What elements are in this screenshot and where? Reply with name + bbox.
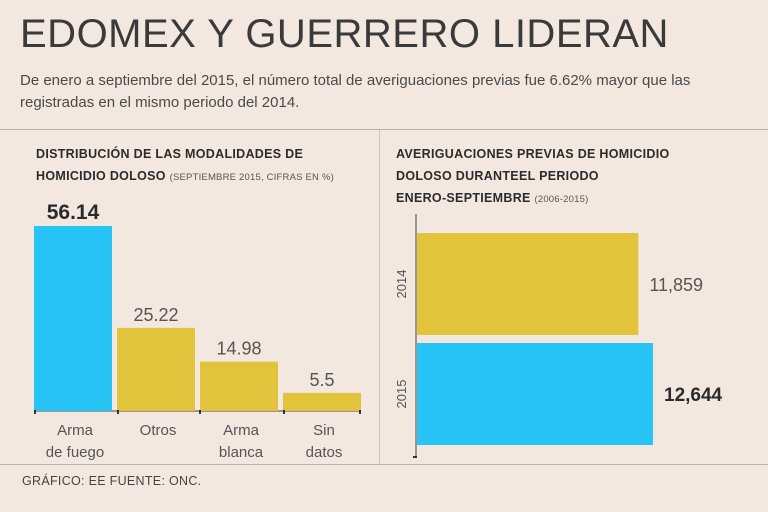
right-chart-title: AVERIGUACIONES PREVIAS DE HOMICIDIO DOLO…: [396, 147, 670, 205]
bar-1: [117, 327, 195, 411]
category-label-1-0: Otros: [140, 422, 177, 439]
bar-3: [283, 392, 361, 411]
panel-divider: [379, 130, 380, 464]
category-label-2-1: blanca: [219, 444, 264, 461]
hbar-value-label-0: 11,859: [649, 275, 703, 295]
left-chart-note: (SEPTIEMBRE 2015, CIFRAS EN %): [169, 172, 334, 183]
left-chart-title: DISTRIBUCIÓN DE LAS MODALIDADES DE HOMIC…: [36, 147, 334, 183]
page-title: EDOMEX Y GUERRERO LIDERAN: [20, 12, 669, 56]
year-label-1: 2015: [394, 380, 409, 409]
category-label-0-0: Arma: [57, 422, 93, 439]
top-divider: [0, 129, 768, 130]
bar-value-label-1: 25.22: [133, 305, 178, 325]
hbar-1: [417, 343, 653, 445]
bar-value-label-3: 5.5: [309, 370, 334, 390]
category-label-3-1: datos: [306, 444, 343, 461]
category-label-3-0: Sin: [313, 422, 335, 439]
bar-0: [34, 226, 112, 411]
footer-credit: GRÁFICO: EE FUENTE: ONC.: [22, 474, 202, 488]
bar-2: [200, 361, 278, 411]
hbar-value-label-1: 12,644: [664, 385, 723, 406]
category-label-2-0: Arma: [223, 422, 259, 439]
category-label-0-1: de fuego: [46, 444, 104, 461]
bar-value-label-2: 14.98: [216, 339, 261, 359]
year-label-0: 2014: [394, 270, 409, 299]
bottom-divider: [0, 464, 768, 465]
bar-value-label-0: 56.14: [47, 201, 100, 224]
right-chart-note: (2006-2015): [534, 194, 589, 205]
hbar-0: [417, 233, 639, 335]
page-subtitle: De enero a septiembre del 2015, el númer…: [20, 72, 691, 111]
